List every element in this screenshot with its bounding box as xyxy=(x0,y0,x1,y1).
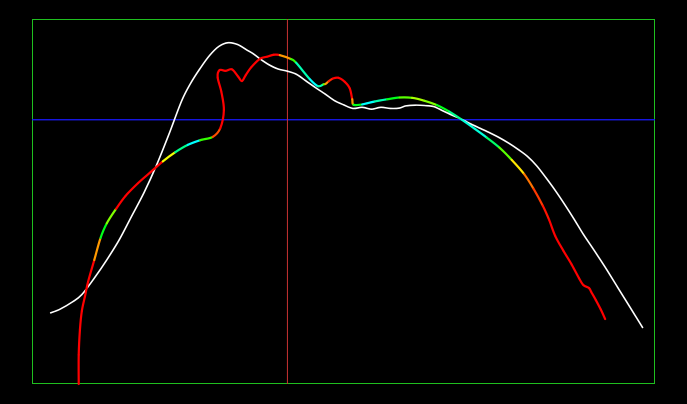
fit-curve-segment xyxy=(348,87,354,101)
fit-curve-segment xyxy=(219,109,225,130)
fit-curve-segment xyxy=(250,57,262,69)
fit-curve-segment xyxy=(244,66,253,77)
fit-curve-segment xyxy=(295,61,311,81)
fit-curve-segment xyxy=(541,204,551,221)
fit-curve-segment xyxy=(343,80,351,90)
fit-curve-segment xyxy=(105,207,118,225)
fit-curve-segment xyxy=(423,99,439,107)
fit-curve-segment xyxy=(211,127,222,138)
fit-curve-segment xyxy=(554,235,565,252)
fit-curve-segment xyxy=(485,136,501,149)
fit-curve-segment xyxy=(547,218,557,238)
fit-curve-segment xyxy=(398,96,414,99)
fit-curve-segment xyxy=(523,173,535,190)
fit-curve-segment xyxy=(410,96,426,102)
fit-curve-segment xyxy=(216,69,221,79)
fit-curve-segment xyxy=(510,158,526,176)
fit-curve-segment xyxy=(562,249,573,266)
fit-curve-segment xyxy=(577,277,585,287)
fit-curve-segment xyxy=(174,143,189,154)
fit-curve-segment xyxy=(337,76,346,83)
fit-curve-segment xyxy=(373,98,389,103)
fit-curve-segment xyxy=(149,160,164,174)
fit-curve-segment xyxy=(186,139,202,147)
fit-curve-segment xyxy=(448,110,463,121)
fit-curve-segment xyxy=(460,118,476,130)
fit-curve-segment xyxy=(599,308,607,321)
fit-curve-segment xyxy=(590,291,597,302)
fit-curve-segment xyxy=(216,76,223,94)
fit-curve-segment xyxy=(230,68,240,78)
fit-curve-segment xyxy=(498,146,513,161)
fit-curve-segment xyxy=(199,135,214,142)
fit-curve-segment xyxy=(435,104,451,113)
fit-curve-segment xyxy=(532,187,544,207)
fit-curve-segment xyxy=(99,222,108,240)
fit-curve-segment xyxy=(77,328,82,356)
fit-curve-segment xyxy=(220,90,225,112)
fit-curve-segment xyxy=(136,171,152,185)
fit-curve-segment xyxy=(361,100,376,106)
fit-curve-segment xyxy=(124,182,140,198)
fit-curve-segment xyxy=(594,298,602,311)
fit-curve-segment xyxy=(278,54,293,61)
fit-curve-segment xyxy=(570,263,581,280)
plot-frame xyxy=(32,19,655,384)
fit-curve-segment xyxy=(80,295,87,313)
fit-curve-segment xyxy=(473,127,488,139)
fit-curve-segment xyxy=(78,309,83,331)
fit-curve-segment xyxy=(115,194,127,210)
fit-curve-segment xyxy=(258,55,269,60)
reference-curve-line xyxy=(49,41,644,329)
fit-curve-segment xyxy=(386,96,401,101)
plot-area xyxy=(32,19,655,386)
fit-curve-segment xyxy=(86,258,96,283)
fit-curve-segment xyxy=(93,236,102,261)
fit-curve-segment xyxy=(161,151,177,163)
fit-curve-segment xyxy=(83,280,90,298)
fit-curve-segment xyxy=(352,103,364,107)
